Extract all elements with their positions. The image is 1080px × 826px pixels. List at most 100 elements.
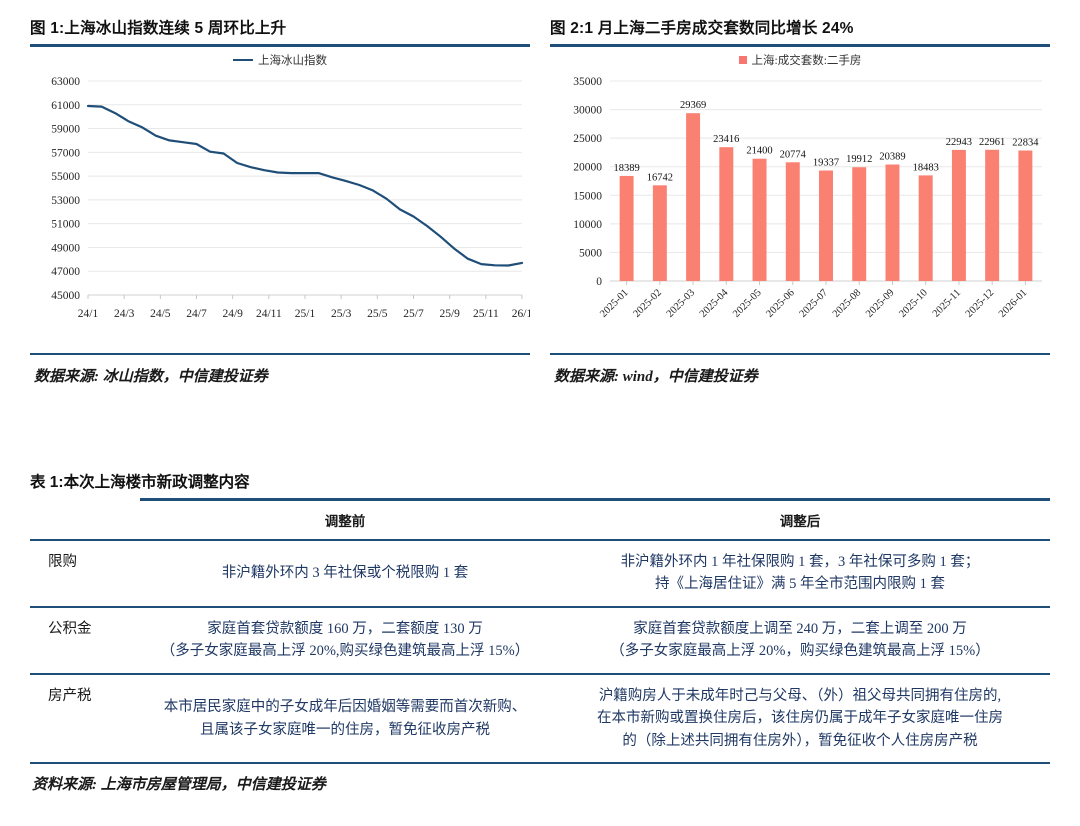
bar-value-label: 22961 (979, 137, 1005, 148)
x-axis-tick-label: 2025-03 (665, 287, 698, 320)
y-axis-tick-label: 49000 (51, 242, 80, 254)
table-header-row: 调整前 调整后 (30, 498, 1050, 541)
y-axis-tick-label: 53000 (51, 195, 80, 207)
figure-2-legend-label: 上海:成交套数:二手房 (751, 55, 862, 67)
x-axis-tick-label: 25/7 (403, 308, 424, 320)
square-swatch-icon (738, 56, 747, 64)
table-cell-line: 在本市新购或置换住房后，该住房仍属于成年子女家庭唯一住房 (597, 710, 1003, 727)
table-cell-line: 家庭首套贷款额度上调至 240 万，二套上调至 200 万 (633, 620, 967, 637)
bar-value-label: 19337 (813, 158, 839, 169)
y-axis-tick-label: 51000 (51, 219, 80, 231)
line-series-path (86, 104, 524, 267)
x-axis-tick-label: 24/11 (256, 308, 282, 320)
bar (985, 149, 1000, 281)
secondhand-transactions-bar-chart: 0 5000 10000 15000 20000 25000 30000 35000 18389… (573, 76, 1042, 320)
y-axis-tick-label: 25000 (573, 133, 602, 145)
x-axis-tick-label: 2025-02 (631, 287, 664, 320)
figure-2-body: 上海:成交套数:二手房 0 5000 10000 15000 20000 25000 300… (550, 47, 1050, 353)
x-axis-tick-label: 24/9 (222, 308, 243, 320)
table-cell-before: 非沪籍外环内 3 年社保或个税限购 1 套 (140, 540, 550, 608)
table-row-label: 公积金 (30, 606, 140, 675)
table-cell-before: 家庭首套贷款额度 160 万，二套额度 130 万 （多子女家庭最高上浮 20%,… (140, 606, 550, 675)
bar (719, 147, 734, 281)
table-header-after: 调整后 (550, 498, 1050, 541)
table-row: 公积金 家庭首套贷款额度 160 万，二套额度 130 万 （多子女家庭最高上浮 2… (30, 606, 1050, 675)
policy-comparison-table: 调整前 调整后 限购 非沪籍外环内 3 年社保或个税限购 1 套 非沪籍外环内 1 … (30, 498, 1050, 765)
bar-value-label: 20389 (879, 151, 905, 162)
table-header: 调整前 调整后 (30, 498, 1050, 541)
bar-value-label: 22943 (946, 137, 972, 148)
figure-1-title: 图 1:上海冰山指数连续 5 周环比上升 (30, 20, 287, 37)
x-axis-tick-label: 25/3 (331, 308, 352, 320)
table-row-label: 房产税 (30, 673, 140, 765)
table-cell-line: （多子女家庭最高上浮 20%,购买绿色建筑最高上浮 15%） (160, 643, 530, 660)
y-axis-tick-label: 5000 (579, 247, 602, 259)
bar (885, 164, 900, 281)
x-axis-tick-label: 2025-10 (897, 287, 930, 320)
table-cell-line: 家庭首套贷款额度 160 万，二套额度 130 万 (207, 620, 483, 637)
y-axis-tick-label: 59000 (51, 124, 80, 136)
table-cell-line: 持《上海居住证》满 5 年全市范围内限购 1 套 (655, 576, 945, 593)
x-axis-tick-label: 2025-05 (731, 287, 764, 320)
y-axis-tick-label: 63000 (51, 76, 80, 88)
y-axis-tick-label: 10000 (573, 219, 602, 231)
table-cell-line: 非沪籍外环内 1 年社保限购 1 套，3 年社保可多购 1 套； (620, 554, 980, 570)
table-cell-before: 本市居民家庭中的子女成年后因婚姻等需要而首次新购、 且属该子女家庭唯一的住房，暂免… (140, 673, 550, 765)
y-axis-tick-label: 55000 (51, 171, 80, 183)
bar-value-label: 18389 (613, 163, 639, 174)
x-axis-tick-label: 2025-07 (798, 287, 831, 320)
y-axis-tick-label: 30000 (573, 105, 602, 117)
table-cell-after: 家庭首套贷款额度上调至 240 万，二套上调至 200 万 （多子女家庭最高上浮 … (550, 606, 1050, 675)
bar-value-label: 21400 (746, 146, 772, 157)
x-axis-tick-label: 2026-01 (997, 287, 1030, 320)
line-swatch-icon (233, 58, 253, 62)
bar (686, 113, 701, 281)
table-cell-line: 的（除上述共同拥有住房外），暂免征收个人住房房产税 (622, 732, 978, 749)
figure-1-legend-label: 上海冰山指数 (258, 55, 327, 67)
y-axis-tick-label: 45000 (51, 290, 80, 302)
bar-value-label: 29369 (680, 100, 706, 111)
figure-2-top-rule (550, 44, 1050, 47)
y-axis-tick-label: 0 (596, 276, 602, 288)
y-axis-tick-label: 61000 (51, 100, 80, 112)
table-cell-line: 非沪籍外环内 3 年社保或个税限购 1 套 (221, 565, 469, 582)
bar-value-label: 16742 (647, 172, 673, 183)
x-axis-tick-label: 2025-06 (764, 287, 797, 320)
y-axis-tick-label: 57000 (51, 147, 80, 159)
x-axis-tick-label: 25/1 (295, 308, 316, 320)
table-cell-after: 沪籍购房人于未成年时己与父母、（外）祖父母共同拥有住房的, 在本市新购或置换住房后… (550, 673, 1050, 765)
table-1-title: 表 1:本次上海楼市新政调整内容 (30, 474, 250, 491)
figure-1-legend: 上海冰山指数 (30, 47, 530, 73)
table-cell-after: 非沪籍外环内 1 年社保限购 1 套，3 年社保可多购 1 套； 持《上海居住证》… (550, 540, 1050, 608)
x-axis-tick-label: 25/11 (473, 308, 499, 320)
bar (619, 175, 634, 281)
table-cell-line: 沪籍购房人于未成年时己与父母、（外）祖父母共同拥有住房的, (598, 687, 1002, 704)
bar (951, 149, 966, 281)
figure-2-legend: 上海:成交套数:二手房 (550, 47, 1050, 73)
x-axis-tick-label: 26/1 (512, 308, 530, 320)
bar (752, 158, 767, 281)
figure-2-title: 图 2:1 月上海二手房成交套数同比增长 24% (550, 20, 854, 37)
bar-value-label: 22834 (1012, 138, 1039, 149)
bar (852, 167, 867, 281)
table-row: 房产税 本市居民家庭中的子女成年后因婚姻等需要而首次新购、 且属该子女家庭唯一的住房… (30, 673, 1050, 765)
figure-1-top-rule (30, 44, 530, 47)
x-axis-tick-label: 2025-08 (831, 287, 864, 320)
x-axis-tick-label: 25/9 (439, 308, 460, 320)
table-cell-line: 且属该子女家庭唯一的住房，暂免征收房产税 (200, 721, 490, 738)
figure-1: 图 1:上海冰山指数连续 5 周环比上升 上海冰山指数 45000 47000 49… (30, 16, 530, 386)
x-axis-tick-label: 24/1 (78, 308, 99, 320)
x-axis-tick-label: 24/3 (114, 308, 135, 320)
x-axis-tick-label: 24/7 (186, 308, 207, 320)
bar-value-label: 23416 (713, 134, 739, 145)
bar (819, 170, 833, 281)
x-axis-tick-label: 2025-12 (964, 287, 997, 320)
bar (652, 185, 667, 281)
figure-1-bottom-rule (30, 353, 530, 355)
x-axis-tick-label: 25/5 (367, 308, 388, 320)
bar-value-label: 19912 (846, 154, 872, 165)
policy-table-block: 表 1:本次上海楼市新政调整内容 调整前 调整后 限购 非沪籍外环内 3 年社保或… (30, 470, 1050, 794)
x-axis-tick-label: 2025-11 (931, 287, 963, 319)
table-row: 限购 非沪籍外环内 3 年社保或个税限购 1 套 非沪籍外环内 1 年社保限购 1 … (30, 540, 1050, 608)
